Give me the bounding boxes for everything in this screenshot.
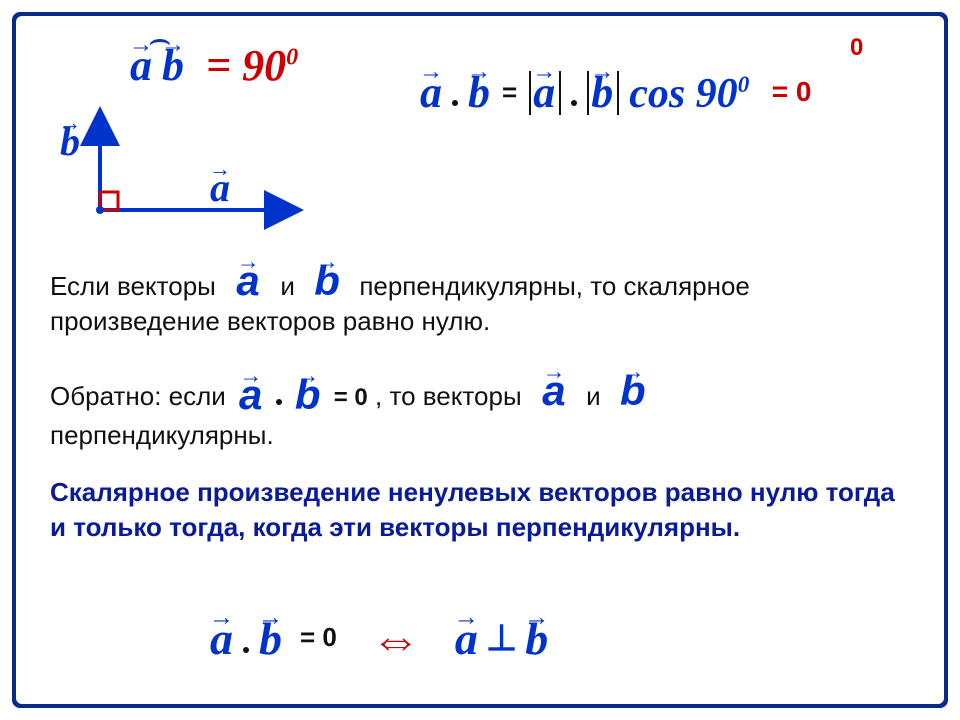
equals-zero: = 0 [772,76,812,107]
zero-annotation: 0 [850,34,863,62]
vector-arrow-icon: → [161,33,185,57]
iff-icon: ⇔ [371,611,421,667]
vector-arrow-icon: → [296,364,319,387]
dot-icon [571,100,577,106]
perpendicular-vectors-diagram: → b → a [60,100,320,235]
dot-product-formula: → a → b = → a → b cos 900 = 0 0 [420,70,811,118]
vector-arrow-icon: → [532,60,556,84]
angle-ab-equals-90: ⌢ → a → b = 900 [130,40,298,91]
vector-arrow-icon: → [467,60,491,84]
vector-arrow-icon: → [590,60,614,84]
paragraph-1: Если векторы → a и → b перпендикулярны, … [50,260,900,339]
vector-arrow-icon: → [524,605,549,630]
vector-arrow-icon: → [59,112,81,134]
equals: = [502,77,517,107]
dot-icon [243,647,249,653]
vector-arrow-icon: → [419,60,443,84]
theorem-text: Скалярное произведение ненулевых векторо… [50,475,910,545]
cos90: cos 90 [629,71,738,117]
vector-arrow-icon: → [209,158,231,180]
vector-arrow-icon: → [258,605,283,630]
dot-icon [276,399,282,405]
vector-arrow-icon: → [129,33,153,57]
vector-arrow-icon: → [454,605,479,630]
vector-arrow-icon: → [237,250,260,273]
diagram-svg [60,100,320,230]
vector-arrow-icon: → [316,250,339,273]
equals-90: = 90 [206,41,286,90]
perp-icon: ⊥ [486,618,517,658]
sup-0: 0 [286,43,298,70]
vector-arrow-icon: → [209,605,234,630]
vector-arrow-icon: → [542,360,565,383]
paragraph-2: Обратно: если → a → b = 0 , то векторы →… [50,370,920,453]
dot-icon [452,100,458,106]
vector-arrow-icon: → [239,364,262,387]
equivalence-line: → a → b = 0 ⇔ → a ⊥ → b [210,610,548,668]
vector-arrow-icon: → [621,360,644,383]
